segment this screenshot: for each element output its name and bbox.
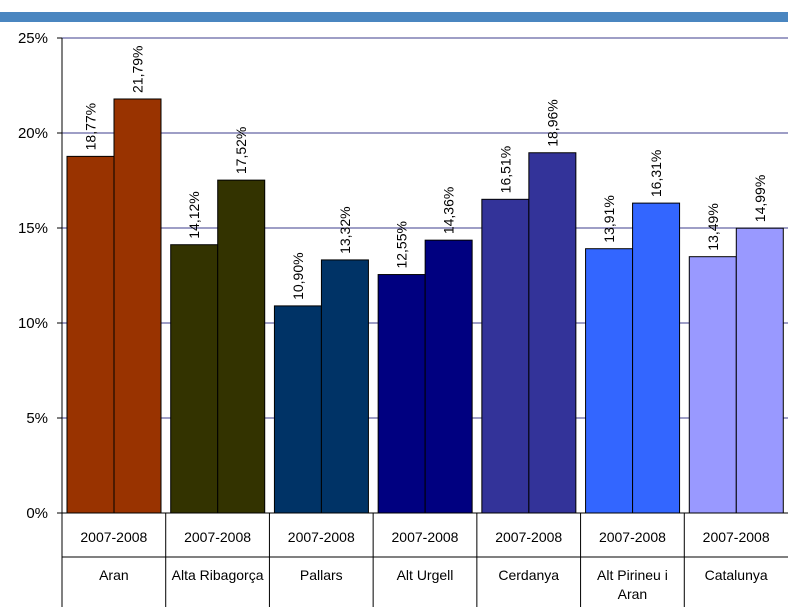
data-label: 13,91% — [601, 195, 617, 242]
data-labels: 18,77% 21,79% 14,12% 17,52% 10,90% 13,32% 12,5… — [83, 46, 768, 300]
data-label: 16,51% — [497, 146, 513, 193]
y-axis-ticks: 0% 5% 10% 15% 20% 25% — [18, 30, 62, 522]
y-tick-label: 5% — [26, 410, 48, 427]
bars — [66, 98, 784, 514]
data-label: 13,32% — [337, 206, 353, 253]
category-name-label: Aran — [618, 586, 648, 602]
category-name-label: Alt Urgell — [397, 567, 454, 583]
data-label: 17,52% — [233, 127, 249, 174]
y-tick-label: 25% — [18, 30, 48, 47]
category-name-label: Aran — [99, 567, 129, 583]
category-period-label: 2007-2008 — [288, 529, 355, 545]
data-label: 16,31% — [648, 150, 664, 197]
data-label: 14,99% — [752, 175, 768, 222]
y-tick-label: 20% — [18, 125, 48, 142]
data-label: 21,79% — [130, 46, 146, 93]
bar — [170, 244, 219, 514]
category-name-label: Pallars — [300, 567, 343, 583]
data-label: 13,49% — [705, 203, 721, 250]
category-period-label: 2007-2008 — [703, 529, 770, 545]
bar — [273, 305, 322, 514]
bar — [66, 155, 115, 514]
bar — [481, 198, 530, 514]
data-label: 18,96% — [544, 99, 560, 146]
data-label: 12,55% — [394, 221, 410, 268]
category-period-label: 2007-2008 — [80, 529, 147, 545]
category-period-label: 2007-2008 — [599, 529, 666, 545]
y-tick-label: 10% — [18, 315, 48, 332]
category-name-label: Cerdanya — [498, 567, 559, 583]
bar — [217, 179, 266, 514]
bar — [632, 202, 681, 514]
bar — [113, 98, 162, 514]
bar — [424, 239, 473, 514]
data-label: 10,90% — [290, 252, 306, 299]
y-tick-label: 0% — [26, 505, 48, 522]
y-tick-label: 15% — [18, 220, 48, 237]
axes — [61, 38, 788, 607]
bar — [585, 248, 634, 514]
data-label: 14,12% — [186, 191, 202, 238]
category-labels: 2007-2008 Aran 2007-2008 Alta Ribagorça 2007… — [80, 529, 769, 602]
bar — [377, 274, 426, 514]
bar — [528, 152, 577, 514]
header-band — [0, 12, 788, 22]
category-name-label: Alta Ribagorça — [172, 567, 264, 583]
bar — [735, 227, 784, 514]
data-label: 14,36% — [441, 187, 457, 234]
bar — [688, 256, 737, 514]
category-period-label: 2007-2008 — [495, 529, 562, 545]
bar — [320, 259, 369, 514]
category-name-label: Alt Pirineu i — [597, 567, 668, 583]
category-period-label: 2007-2008 — [184, 529, 251, 545]
data-label: 18,77% — [83, 103, 99, 150]
category-period-label: 2007-2008 — [392, 529, 459, 545]
category-name-label: Catalunya — [705, 567, 768, 583]
